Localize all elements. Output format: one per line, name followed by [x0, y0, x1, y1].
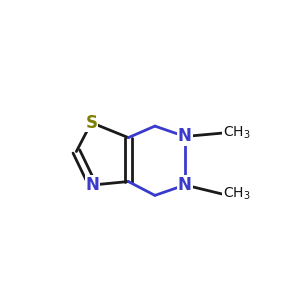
Text: S: S [85, 114, 98, 132]
Text: CH$_3$: CH$_3$ [223, 186, 251, 202]
Text: N: N [178, 128, 192, 146]
Text: CH$_3$: CH$_3$ [223, 125, 251, 141]
Text: N: N [178, 176, 192, 194]
Text: N: N [85, 176, 100, 194]
